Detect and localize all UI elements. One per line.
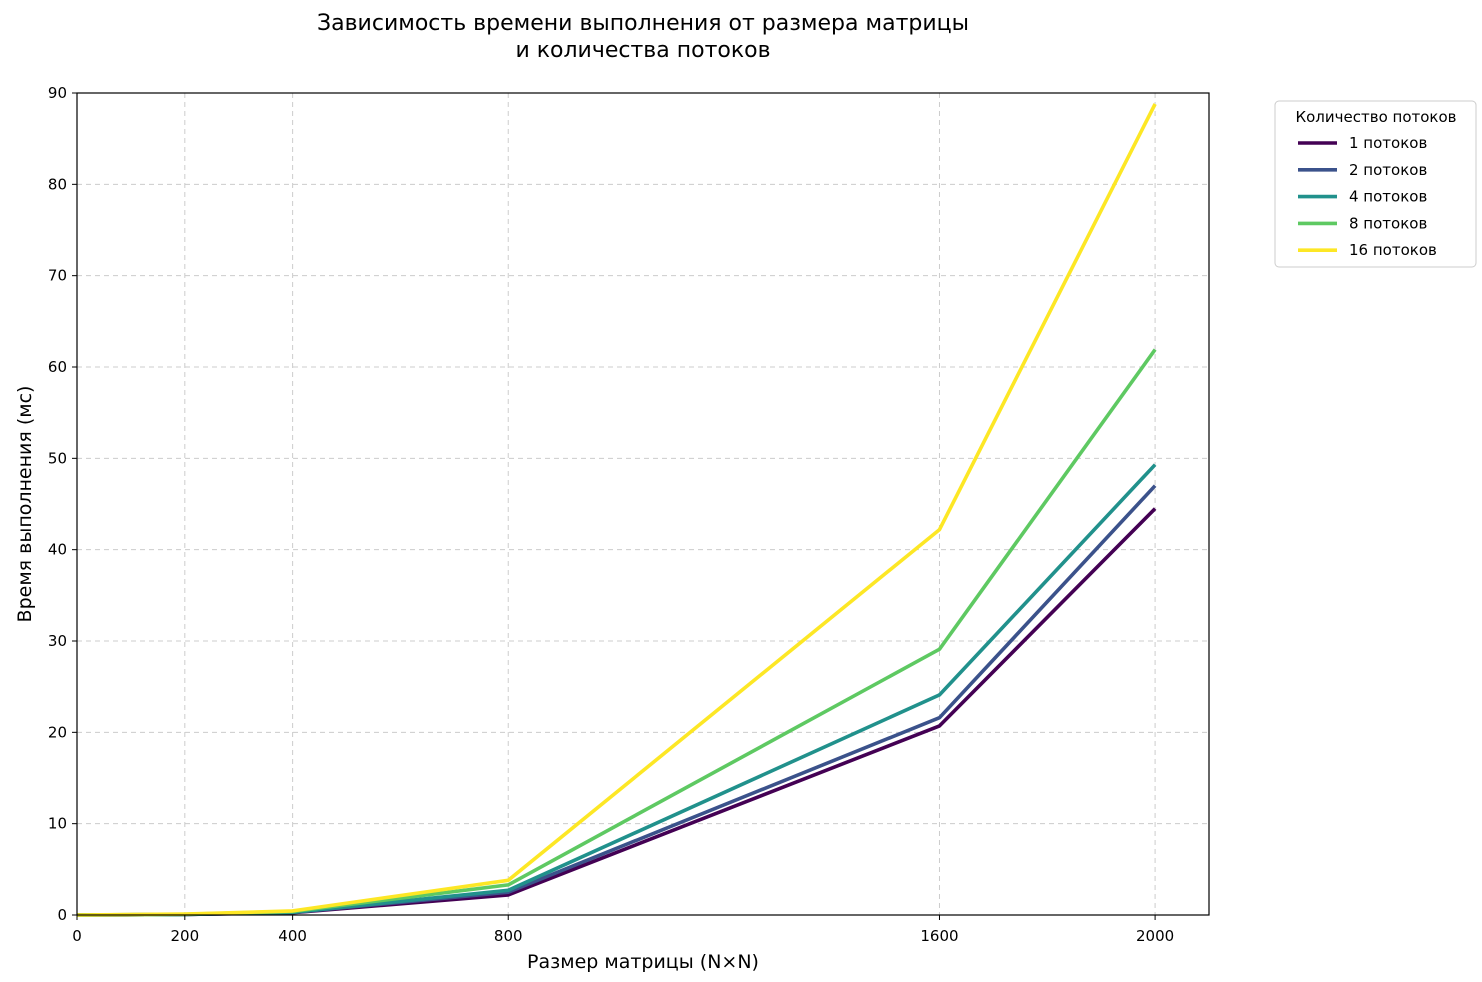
chart-title-line-2: и количества потоков xyxy=(515,38,770,63)
legend: Количество потоков 1 потоков 2 потоков 4 п… xyxy=(1274,100,1477,268)
y-tick-label: 10 xyxy=(48,815,67,833)
x-tick-label: 800 xyxy=(494,927,523,945)
legend-title: Количество потоков xyxy=(1295,108,1456,126)
y-tick-label: 90 xyxy=(48,84,67,102)
chart-title-line-1: Зависимость времени выполнения от размер… xyxy=(317,11,969,36)
x-tick-label: 0 xyxy=(72,927,82,945)
x-tick-label: 400 xyxy=(278,927,307,945)
plot-frame xyxy=(76,92,1210,916)
y-tick-label: 50 xyxy=(48,449,67,467)
legend-label: 2 потоков xyxy=(1349,161,1427,179)
x-tick-label: 1600 xyxy=(920,927,958,945)
series-line-2 xyxy=(76,484,1157,917)
y-tick-label: 80 xyxy=(48,175,67,193)
y-tick-label: 70 xyxy=(48,267,67,285)
x-axis-label: Размер матрицы (N×N) xyxy=(527,951,759,973)
series-line-4 xyxy=(76,348,1157,917)
y-axis-label: Время выполнения (мс) xyxy=(14,386,36,623)
legend-label: 8 потоков xyxy=(1349,214,1427,232)
legend-label: 1 потоков xyxy=(1349,134,1427,152)
series-lines xyxy=(76,103,1157,917)
legend-label: 16 потоков xyxy=(1349,241,1437,259)
x-axis-ticks: 0 200 400 800 1600 2000 xyxy=(72,915,1174,945)
y-tick-label: 30 xyxy=(48,632,67,650)
legend-items: 1 потоков 2 потоков 4 потоков 8 потоков 16 п… xyxy=(1298,134,1437,259)
y-tick-label: 60 xyxy=(48,358,67,376)
series-line-5 xyxy=(76,103,1157,917)
x-tick-label: 2000 xyxy=(1136,927,1174,945)
y-tick-label: 0 xyxy=(57,906,67,924)
y-axis-ticks: 0 10 20 30 40 50 60 70 80 90 xyxy=(48,84,77,924)
legend-label: 4 потоков xyxy=(1349,188,1427,206)
y-tick-label: 20 xyxy=(48,723,67,741)
y-tick-label: 40 xyxy=(48,541,67,559)
series-line-1 xyxy=(76,507,1157,917)
grid xyxy=(76,92,1209,916)
x-tick-label: 200 xyxy=(170,927,199,945)
